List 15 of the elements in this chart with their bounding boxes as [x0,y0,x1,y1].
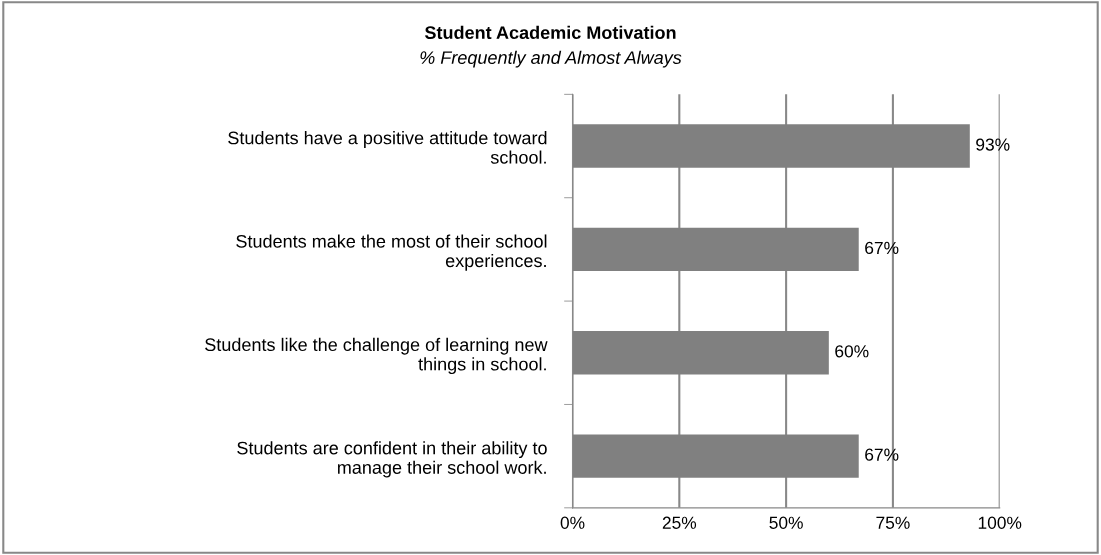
data-label: 60% [835,345,869,358]
x-tick-label: 75% [876,516,910,529]
y-tick-label: Students are confident in their ability to manage their school work. [237,441,547,478]
x-tick-label: 100% [978,516,1022,529]
x-tick-label: 50% [769,516,803,529]
y-tick-label: Students have a positive attitude toward school. [228,131,547,164]
data-label: 67% [865,448,899,461]
data-label: 93% [976,138,1010,151]
y-tick-label: Students like the challenge of learning new things in school. [205,337,548,375]
x-tick-label: 0% [560,516,585,529]
y-tick-label: Students make the most of their school experiences. [236,234,547,271]
data-label: 67% [865,241,899,255]
chart-subtitle: % Frequently and Almost Always [420,50,682,68]
chart-title: Student Academic Motivation [424,25,676,40]
x-tick-label: 25% [662,516,697,529]
